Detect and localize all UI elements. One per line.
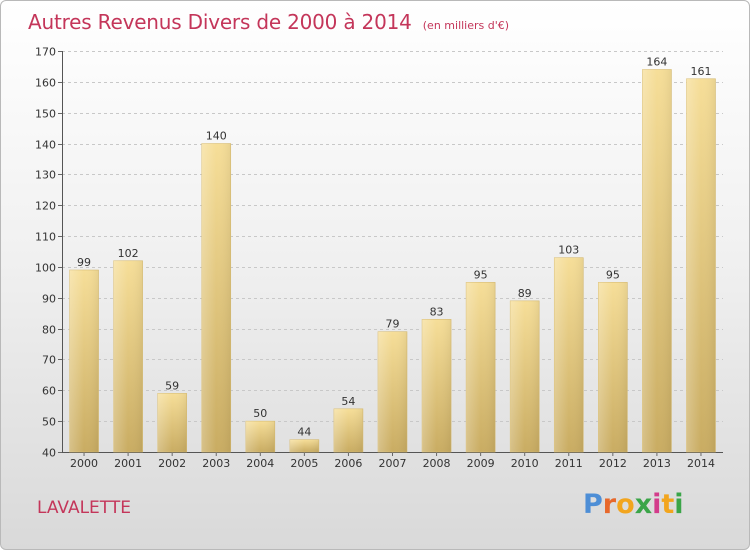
- y-tick-label: 80: [42, 324, 56, 337]
- bar-group: [421, 319, 452, 453]
- bar-group: [642, 69, 672, 453]
- y-tick-label: 90: [42, 293, 56, 306]
- y-tick-label: 120: [35, 200, 56, 213]
- x-tick-label: 2001: [114, 457, 142, 470]
- bar-group: [553, 257, 584, 453]
- bar-group: [157, 393, 187, 453]
- x-tick-label: 2008: [423, 457, 451, 470]
- logo-letter: t: [661, 489, 675, 520]
- bar-group: [598, 282, 628, 453]
- bar-value-label: 83: [430, 305, 444, 318]
- chart-title: Autres Revenus Divers de 2000 à 2014 (en…: [28, 10, 509, 34]
- place-name: LAVALETTE: [37, 498, 131, 518]
- bar-shade: [289, 439, 319, 452]
- x-tick-label: 2006: [334, 457, 362, 470]
- bar-group: [69, 269, 99, 453]
- x-tick-label: 2007: [379, 457, 407, 470]
- bar-shade: [422, 319, 452, 452]
- chart-unit: (en milliers d'€): [422, 19, 510, 32]
- logo-letter: r: [602, 489, 617, 520]
- y-tick-label: 60: [42, 385, 56, 398]
- bar-group: [465, 282, 496, 453]
- proxiti-logo[interactable]: Proxiti: [583, 489, 684, 520]
- bar-shade: [510, 300, 540, 452]
- bar-value-label: 59: [165, 379, 179, 392]
- bar-value-label: 89: [518, 287, 532, 300]
- bar-group: [113, 260, 143, 453]
- bar-group: [686, 78, 716, 453]
- y-tick-label: 50: [42, 416, 56, 429]
- x-tick-label: 2010: [511, 457, 539, 470]
- x-tick-label: 2013: [643, 457, 671, 470]
- x-tick-label: 2004: [246, 457, 274, 470]
- logo-letter: P: [583, 489, 603, 520]
- x-tick-label: 2002: [158, 457, 186, 470]
- logo-letter: x: [634, 489, 653, 520]
- bar-value-label: 44: [297, 426, 311, 439]
- chart-title-text: Autres Revenus Divers de 2000 à 2014: [28, 10, 412, 34]
- y-tick-label: 140: [35, 139, 56, 152]
- bar-group: [201, 143, 232, 453]
- bar-value-label: 102: [118, 247, 139, 260]
- axes: [58, 51, 723, 456]
- y-tick-label: 150: [35, 108, 56, 121]
- bar-value-label: 95: [606, 268, 620, 281]
- bar-value-label: 95: [474, 268, 488, 281]
- bar-shade: [466, 282, 496, 452]
- y-tick-label: 160: [35, 77, 56, 90]
- logo-letter: o: [616, 489, 635, 520]
- bar-value-label: 103: [558, 244, 579, 257]
- bar-shade: [69, 270, 99, 452]
- x-tick-label: 2000: [70, 457, 98, 470]
- bar-shade: [245, 421, 275, 452]
- y-tick-label: 100: [35, 262, 56, 275]
- y-tick-label: 170: [35, 46, 56, 59]
- bar-value-label: 99: [77, 256, 91, 269]
- bar-shade: [333, 408, 363, 452]
- x-tick-label: 2014: [687, 457, 715, 470]
- bar-group: [509, 300, 540, 453]
- bar-value-label: 140: [206, 130, 227, 143]
- bar-shade: [157, 393, 187, 452]
- bar-group: [289, 439, 320, 453]
- bar-shade: [201, 143, 231, 453]
- x-tick-label: 2003: [202, 457, 230, 470]
- bar-shade: [642, 69, 672, 452]
- bars: [69, 69, 716, 453]
- bar-shade: [113, 260, 143, 452]
- bar-value-label: 50: [253, 407, 267, 420]
- logo-letter: i: [652, 489, 662, 520]
- labels: 40 50 60 70 80 90 100 110 120 130 140 150 160 170 99 20…: [35, 46, 715, 471]
- bar-group: [333, 408, 364, 453]
- bar-group: [245, 420, 276, 453]
- y-tick-label: 40: [42, 447, 56, 460]
- bar-shade: [686, 78, 716, 452]
- x-tick-label: 2005: [290, 457, 318, 470]
- x-tick-label: 2011: [555, 457, 583, 470]
- x-tick-label: 2009: [467, 457, 495, 470]
- bar-shade: [598, 282, 628, 452]
- y-tick-label: 130: [35, 169, 56, 182]
- bar-value-label: 164: [646, 56, 667, 69]
- bar-value-label: 54: [341, 395, 355, 408]
- bar-shade: [378, 331, 407, 452]
- bar-value-label: 79: [386, 318, 400, 331]
- bar-shade: [554, 257, 584, 452]
- y-tick-label: 110: [35, 231, 56, 244]
- x-tick-label: 2012: [599, 457, 627, 470]
- bar-group: [377, 331, 408, 453]
- logo-letter: i: [674, 489, 684, 520]
- bar-value-label: 161: [690, 65, 711, 78]
- y-tick-label: 70: [42, 354, 56, 367]
